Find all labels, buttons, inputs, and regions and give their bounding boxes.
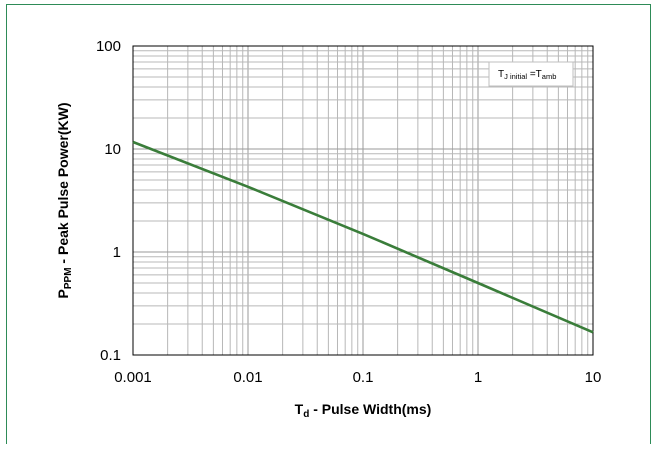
y-tick-labels: 100 10 1 0.1: [96, 38, 121, 364]
annotation-box: [488, 61, 574, 87]
y-tick-label: 100: [96, 38, 121, 55]
series-line: [132, 140, 594, 334]
series-group: [132, 140, 594, 334]
y-tick-label: 0.1: [100, 347, 121, 364]
x-tick-label: 0.1: [353, 369, 374, 386]
annotation-main: T: [498, 69, 504, 80]
x-axis-title-rest: - Pulse Width(ms): [309, 401, 431, 417]
annotation-mid: =T: [527, 69, 542, 80]
x-axis-title-sub: d: [303, 409, 309, 420]
x-tick-labels: 0.001 0.01 0.1 1 10: [114, 369, 601, 386]
x-axis-title: Td - Pulse Width(ms): [295, 401, 432, 420]
annotation-sub1: J initial: [504, 72, 527, 81]
y-axis-title-sub: PPM: [63, 267, 74, 289]
x-tick-label: 0.01: [233, 369, 262, 386]
chart-frame: [6, 4, 651, 444]
x-tick-label: 10: [585, 369, 602, 386]
annotation-sub2: amb: [542, 72, 557, 81]
x-axis-title-main: T: [295, 401, 304, 417]
annotation-text: TJ initial =Tamb: [498, 69, 556, 81]
y-axis-title-main: P: [55, 289, 71, 298]
y-tick-label: 1: [113, 244, 121, 261]
x-tick-label: 0.001: [114, 369, 152, 386]
y-tick-label: 10: [104, 141, 121, 158]
plot-area: [132, 45, 594, 356]
grid: [132, 46, 593, 356]
y-axis-title-rest: - Peak Pulse Power(KW): [55, 103, 71, 268]
y-axis-title: PPPM - Peak Pulse Power(KW): [55, 103, 74, 299]
x-tick-label: 1: [474, 369, 482, 386]
